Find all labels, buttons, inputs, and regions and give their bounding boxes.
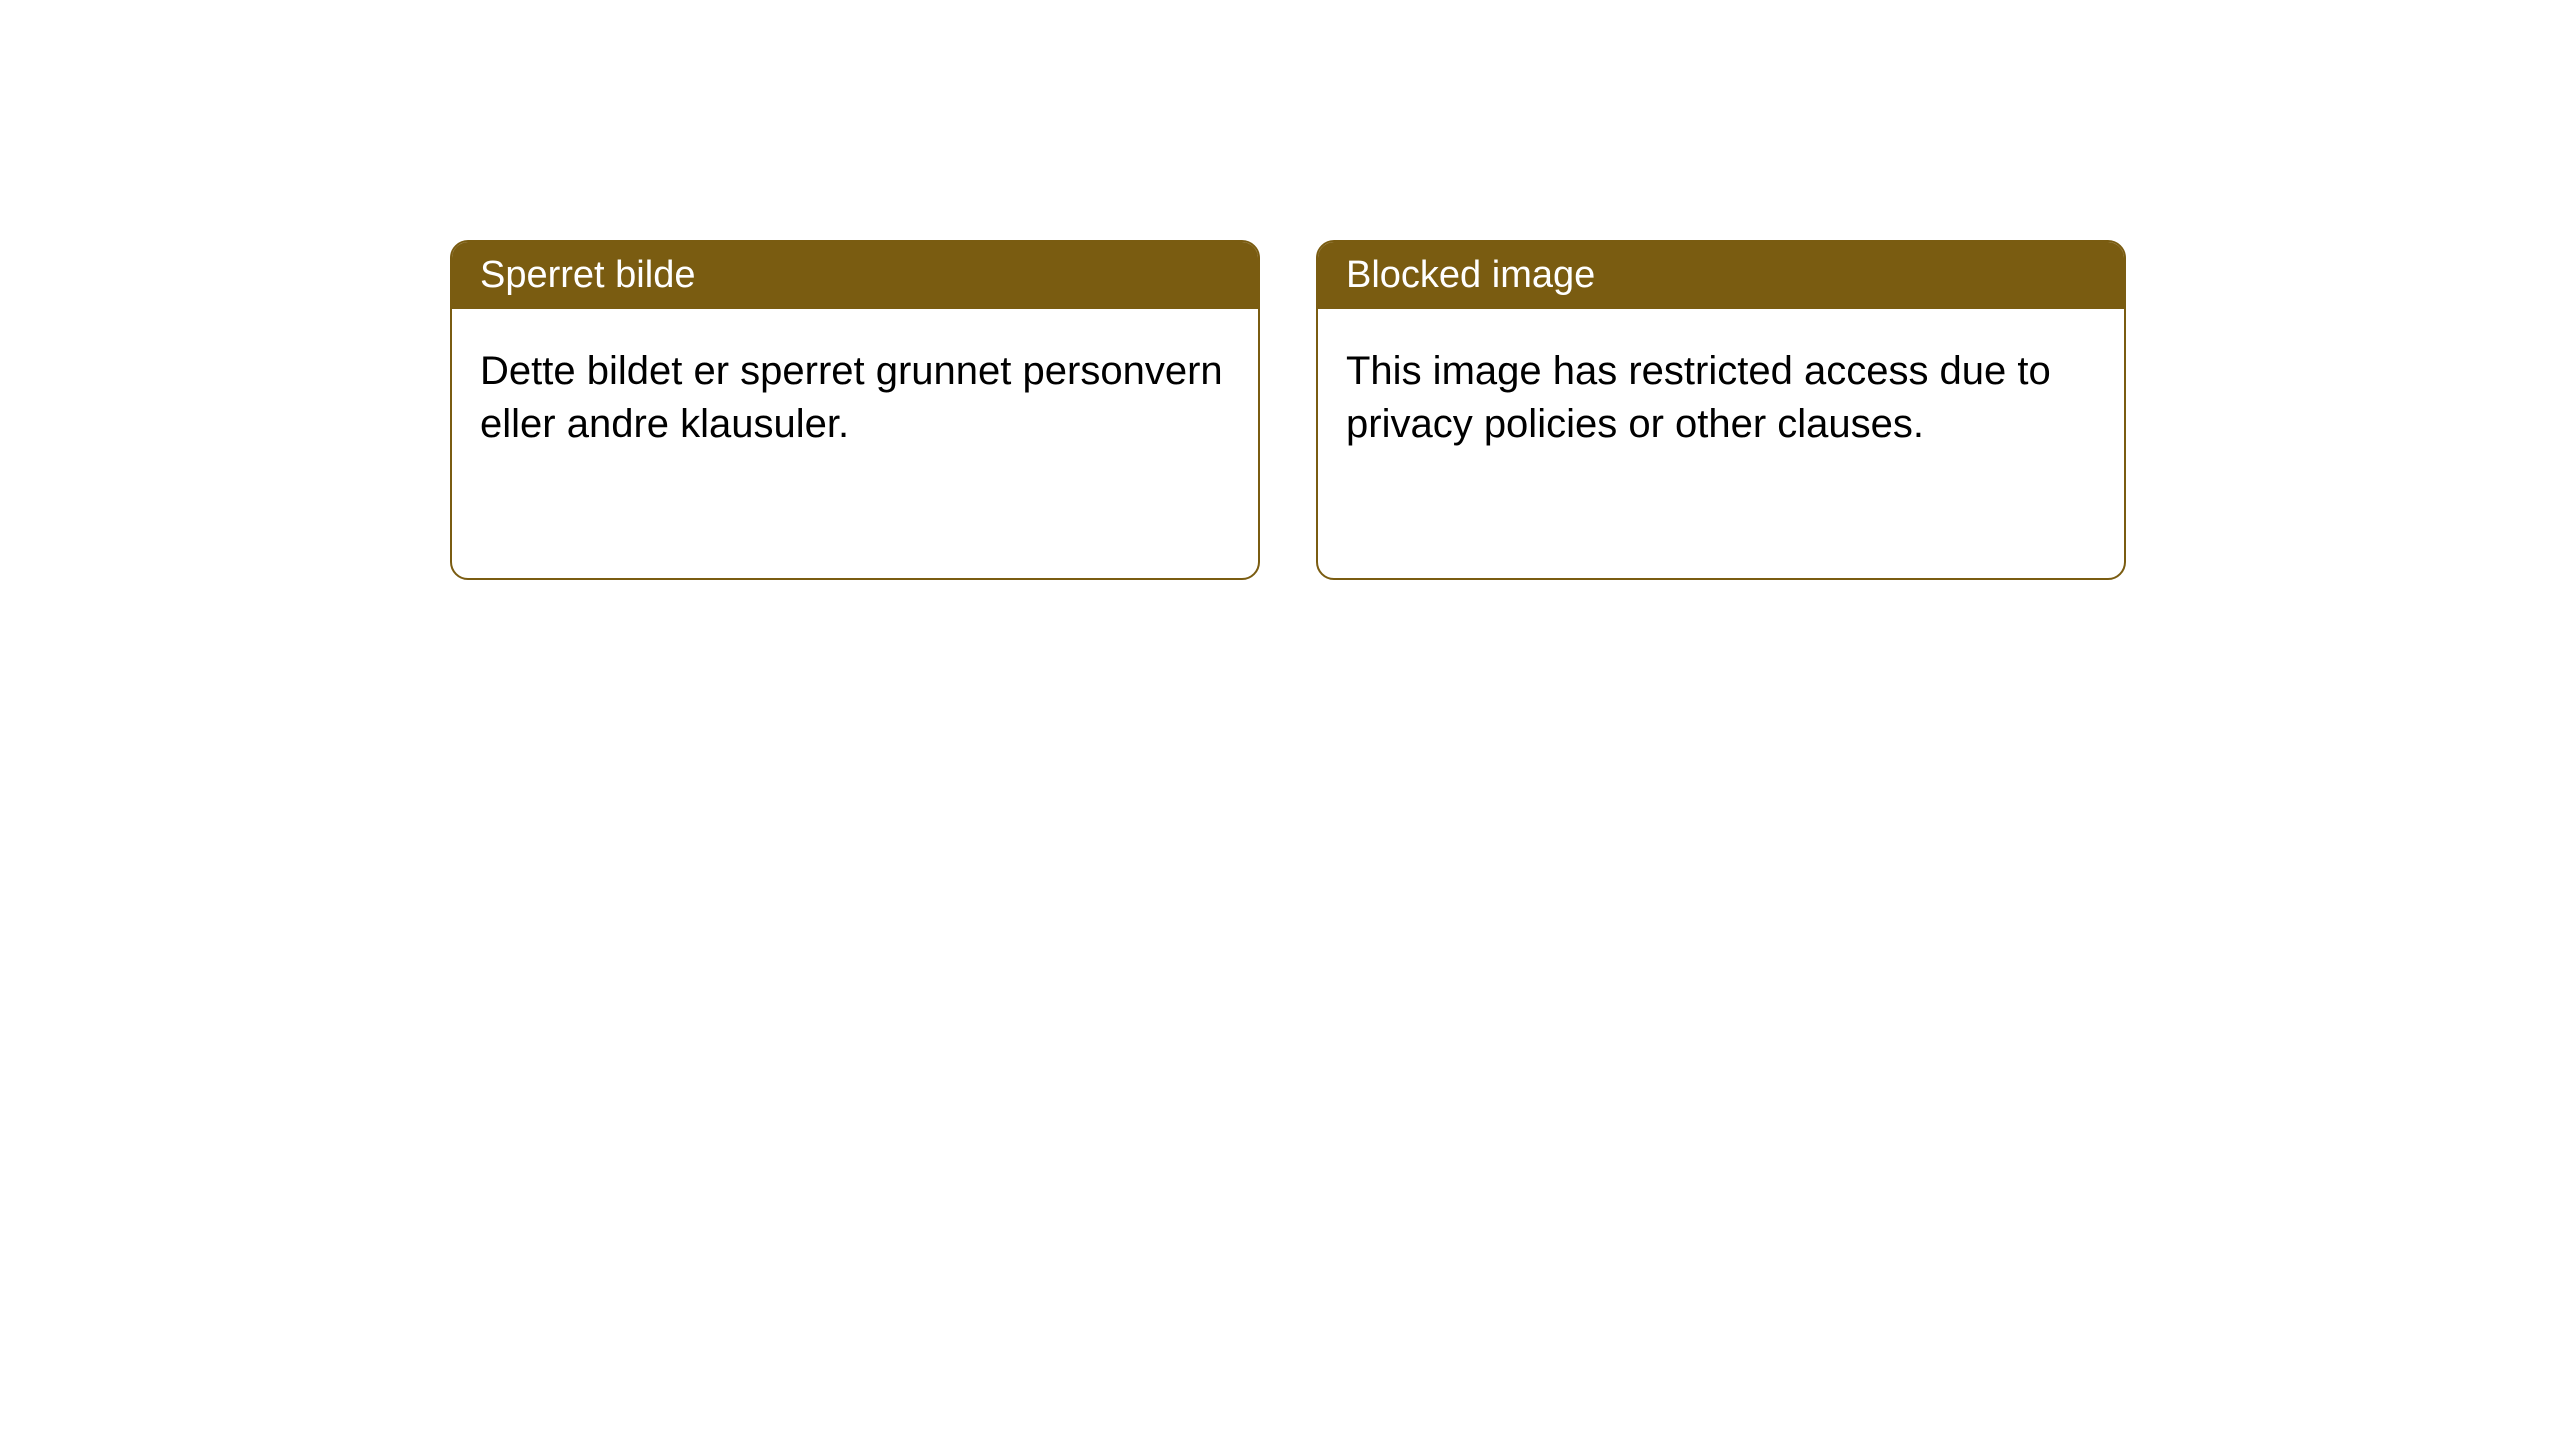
notice-card-no: Sperret bilde Dette bildet er sperret gr… bbox=[450, 240, 1260, 580]
card-body-no: Dette bildet er sperret grunnet personve… bbox=[452, 309, 1258, 487]
card-body-en: This image has restricted access due to … bbox=[1318, 309, 2124, 487]
notice-card-en: Blocked image This image has restricted … bbox=[1316, 240, 2126, 580]
card-header-no: Sperret bilde bbox=[452, 242, 1258, 309]
card-header-en: Blocked image bbox=[1318, 242, 2124, 309]
notice-cards-row: Sperret bilde Dette bildet er sperret gr… bbox=[450, 240, 2126, 580]
